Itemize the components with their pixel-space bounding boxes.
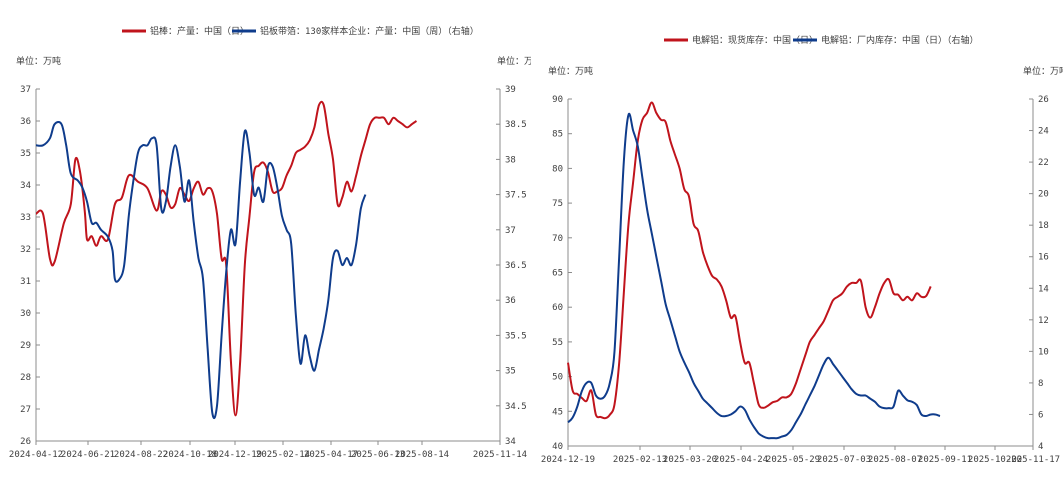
y-tick-label-left: 75	[552, 199, 563, 209]
y-tick-label-right: 39	[505, 85, 516, 95]
x-tick-label: 2025-04-24	[714, 455, 768, 465]
y-tick-label-right: 36	[505, 296, 516, 306]
x-tick-label: 2025-05-29	[766, 455, 820, 465]
y-tick-label-right: 26	[1038, 95, 1049, 105]
x-tick-label: 2025-11-14	[473, 450, 527, 460]
y-tick-label-right: 10	[1038, 347, 1049, 357]
y-tick-label-left: 80	[552, 164, 563, 174]
y-tick-label-right: 14	[1038, 284, 1049, 294]
x-tick-label: 2025-02-13	[613, 455, 667, 465]
y-tick-label-right: 6	[1038, 410, 1043, 420]
x-tick-label: 2025-10-20	[968, 455, 1022, 465]
y-tick-label-left: 27	[20, 405, 31, 415]
unit-label-right: 单位：万吨	[1023, 65, 1063, 77]
series-line	[567, 101, 932, 420]
y-tick-label-right: 20	[1038, 190, 1049, 200]
x-tick-label: 2024-08-22	[114, 450, 168, 460]
x-tick-label: 2025-06-13	[351, 450, 405, 460]
y-tick-label-right: 36.5	[505, 261, 527, 271]
y-tick-label-right: 18	[1038, 221, 1049, 231]
unit-label-right: 单位：万吨	[497, 55, 531, 67]
right-chart: 电解铝：现货库存：中国（日） 电解铝：厂内库存：中国（日）（右轴） 单位：万吨 单位：…	[541, 34, 1063, 465]
y-tick-label-left: 26	[20, 437, 31, 447]
series-line	[567, 112, 941, 440]
x-tick-label: 2025-09-11	[918, 455, 972, 465]
y-tick-label-left: 55	[552, 338, 563, 348]
legend-label: 铝棒：产量：中国（日）	[150, 25, 249, 37]
unit-label-left: 单位：万吨	[548, 65, 593, 77]
y-tick-label-right: 16	[1038, 253, 1049, 263]
legend-label: 铝板带箔：130家样本企业：产量：中国（周）（右轴）	[260, 25, 479, 37]
x-tick-label: 2025-03-20	[663, 455, 717, 465]
y-tick-label-right: 35	[505, 367, 516, 377]
y-tick-label-right: 37	[505, 226, 516, 236]
series-line	[35, 100, 418, 417]
y-tick-label-left: 90	[552, 95, 563, 105]
x-tick-label: 2024-12-19	[541, 455, 595, 465]
y-tick-label-right: 37.5	[505, 191, 527, 201]
y-tick-label-left: 29	[20, 341, 31, 351]
x-tick-label: 2025-07-03	[817, 455, 871, 465]
y-tick-label-right: 24	[1038, 127, 1049, 137]
y-tick-label-left: 37	[20, 85, 31, 95]
x-tick-label: 2024-12-19	[208, 450, 262, 460]
unit-label-left: 单位：万吨	[16, 55, 61, 67]
y-tick-label-left: 36	[20, 117, 31, 127]
x-tick-label: 2025-04-17	[304, 450, 358, 460]
x-tick-label: 2025-02-14	[256, 450, 310, 460]
y-tick-label-right: 12	[1038, 316, 1049, 326]
legend-label: 电解铝：现货库存：中国（日）	[692, 34, 818, 46]
y-tick-label-left: 33	[20, 213, 31, 223]
x-tick-label: 2025-08-07	[868, 455, 922, 465]
y-tick-label-right: 22	[1038, 158, 1049, 168]
y-tick-label-left: 45	[552, 407, 563, 417]
x-tick-label: 2024-06-21	[61, 450, 115, 460]
x-tick-label: 2025-08-14	[395, 450, 449, 460]
y-tick-label-right: 38.5	[505, 120, 527, 130]
y-tick-label-right: 4	[1038, 442, 1043, 452]
x-tick-label: 2025-11-17	[1006, 455, 1060, 465]
y-tick-label-right: 8	[1038, 379, 1043, 389]
y-tick-label-left: 50	[552, 373, 563, 383]
x-tick-label: 2024-10-18	[163, 450, 217, 460]
y-tick-label-right: 38	[505, 155, 516, 165]
series-line	[35, 121, 367, 420]
y-tick-label-left: 35	[20, 149, 31, 159]
y-tick-label-left: 40	[552, 442, 563, 452]
y-tick-label-left: 28	[20, 373, 31, 383]
y-tick-label-left: 60	[552, 303, 563, 313]
y-tick-label-left: 85	[552, 130, 563, 140]
y-tick-label-left: 70	[552, 234, 563, 244]
legend-label: 电解铝：厂内库存：中国（日）（右轴）	[821, 34, 979, 46]
y-tick-label-right: 35.5	[505, 331, 527, 341]
y-tick-label-left: 31	[20, 277, 31, 287]
left-chart: 铝棒：产量：中国（日） 铝板带箔：130家样本企业：产量：中国（周）（右轴） 单位：…	[9, 25, 531, 460]
y-tick-label-right: 34.5	[505, 402, 527, 412]
x-tick-label: 2024-04-12	[9, 450, 63, 460]
y-tick-label-left: 32	[20, 245, 31, 255]
y-tick-label-left: 30	[20, 309, 31, 319]
y-tick-label-left: 34	[20, 181, 31, 191]
y-tick-label-left: 65	[552, 269, 563, 279]
y-tick-label-right: 34	[505, 437, 516, 447]
